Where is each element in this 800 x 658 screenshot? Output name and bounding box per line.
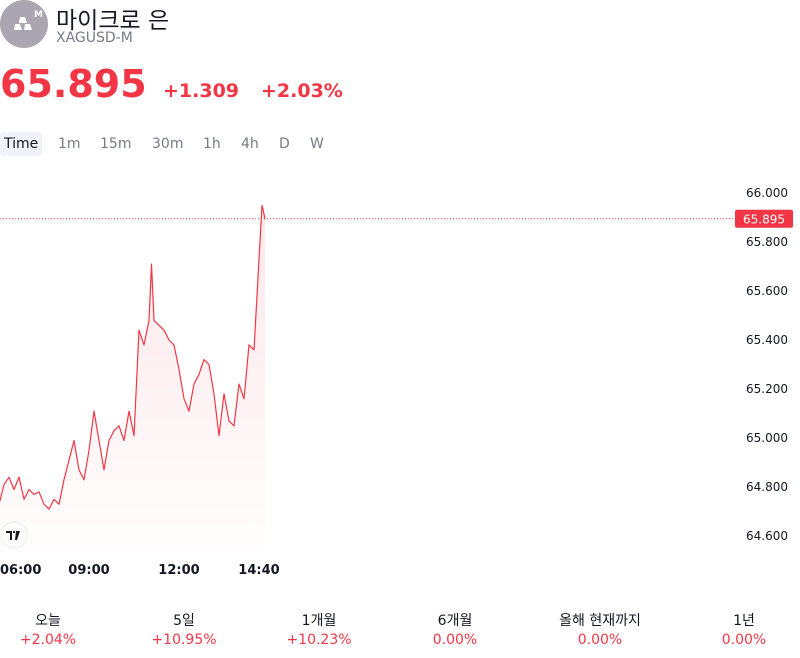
interval-button[interactable]: 15m bbox=[100, 136, 132, 152]
performance-value: +2.04% bbox=[19, 632, 77, 648]
performance-item[interactable]: 1개월 +10.23% bbox=[249, 610, 389, 648]
performance-value: 0.00% bbox=[432, 632, 478, 648]
last-price-badge bbox=[735, 209, 793, 228]
interval-button[interactable]: 30m bbox=[152, 136, 184, 152]
title: 마이크로 은 bbox=[56, 8, 170, 34]
line bbox=[0, 204, 266, 510]
performance-value: +10.23% bbox=[286, 632, 352, 648]
y-tick-label: 65.600 bbox=[746, 284, 788, 298]
interval-button[interactable]: 1h bbox=[203, 136, 221, 152]
x-tick-label: 06:00 bbox=[0, 563, 41, 578]
y-tick-label: 64.800 bbox=[746, 480, 788, 494]
performance-item[interactable]: 1년 0.00% bbox=[674, 610, 800, 648]
svg-text:M: M bbox=[34, 10, 43, 20]
y-tick-label: 65.400 bbox=[746, 333, 788, 347]
performance-value: +10.95% bbox=[151, 632, 217, 648]
change: +1.309 bbox=[163, 80, 240, 102]
last-price-label: 65.895 bbox=[743, 212, 785, 226]
area bbox=[0, 205, 265, 550]
x-tick-label: 09:00 bbox=[68, 563, 109, 578]
symbol: XAGUSD-M bbox=[56, 30, 133, 46]
interval-button[interactable]: D bbox=[279, 136, 290, 152]
performance-label: 오늘 bbox=[35, 613, 61, 629]
interval-button[interactable]: 4h bbox=[241, 136, 259, 152]
x-tick-label: 14:40 bbox=[238, 563, 279, 578]
performance-item[interactable]: 5일 +10.95% bbox=[114, 610, 254, 648]
y-tick-label: 65.200 bbox=[746, 382, 788, 396]
performance-label: 1년 bbox=[733, 613, 755, 629]
y-tick-label: 65.000 bbox=[746, 431, 788, 445]
symbol-icon: M bbox=[0, 0, 48, 48]
chart: 64.600 64.800 65.000 65.200 65.400 65.600 65.8… bbox=[0, 186, 793, 578]
performance-value: 0.00% bbox=[577, 632, 623, 648]
performance-label: 6개월 bbox=[437, 613, 473, 629]
performance-label: 올해 현재까지 bbox=[559, 613, 641, 629]
y-tick-label: 64.600 bbox=[746, 529, 788, 543]
performance-item[interactable]: 6개월 0.00% bbox=[385, 610, 525, 648]
performance-item[interactable]: 오늘 +2.04% bbox=[0, 610, 118, 648]
performance-value: 0.00% bbox=[721, 632, 767, 648]
performance-label: 5일 bbox=[173, 613, 195, 629]
price: 65.895 bbox=[0, 62, 147, 106]
change-pct: +2.03% bbox=[261, 80, 343, 102]
performance-label: 1개월 bbox=[301, 613, 337, 629]
y-tick-label: 65.800 bbox=[746, 235, 788, 249]
performance-item[interactable]: 올해 현재까지 0.00% bbox=[530, 610, 670, 648]
x-tick-label: 12:00 bbox=[158, 563, 199, 578]
interval-button[interactable]: W bbox=[310, 136, 324, 152]
interval-button[interactable]: Time bbox=[0, 132, 43, 156]
interval-button[interactable]: 1m bbox=[58, 136, 81, 152]
y-tick-label: 66.000 bbox=[746, 186, 788, 200]
